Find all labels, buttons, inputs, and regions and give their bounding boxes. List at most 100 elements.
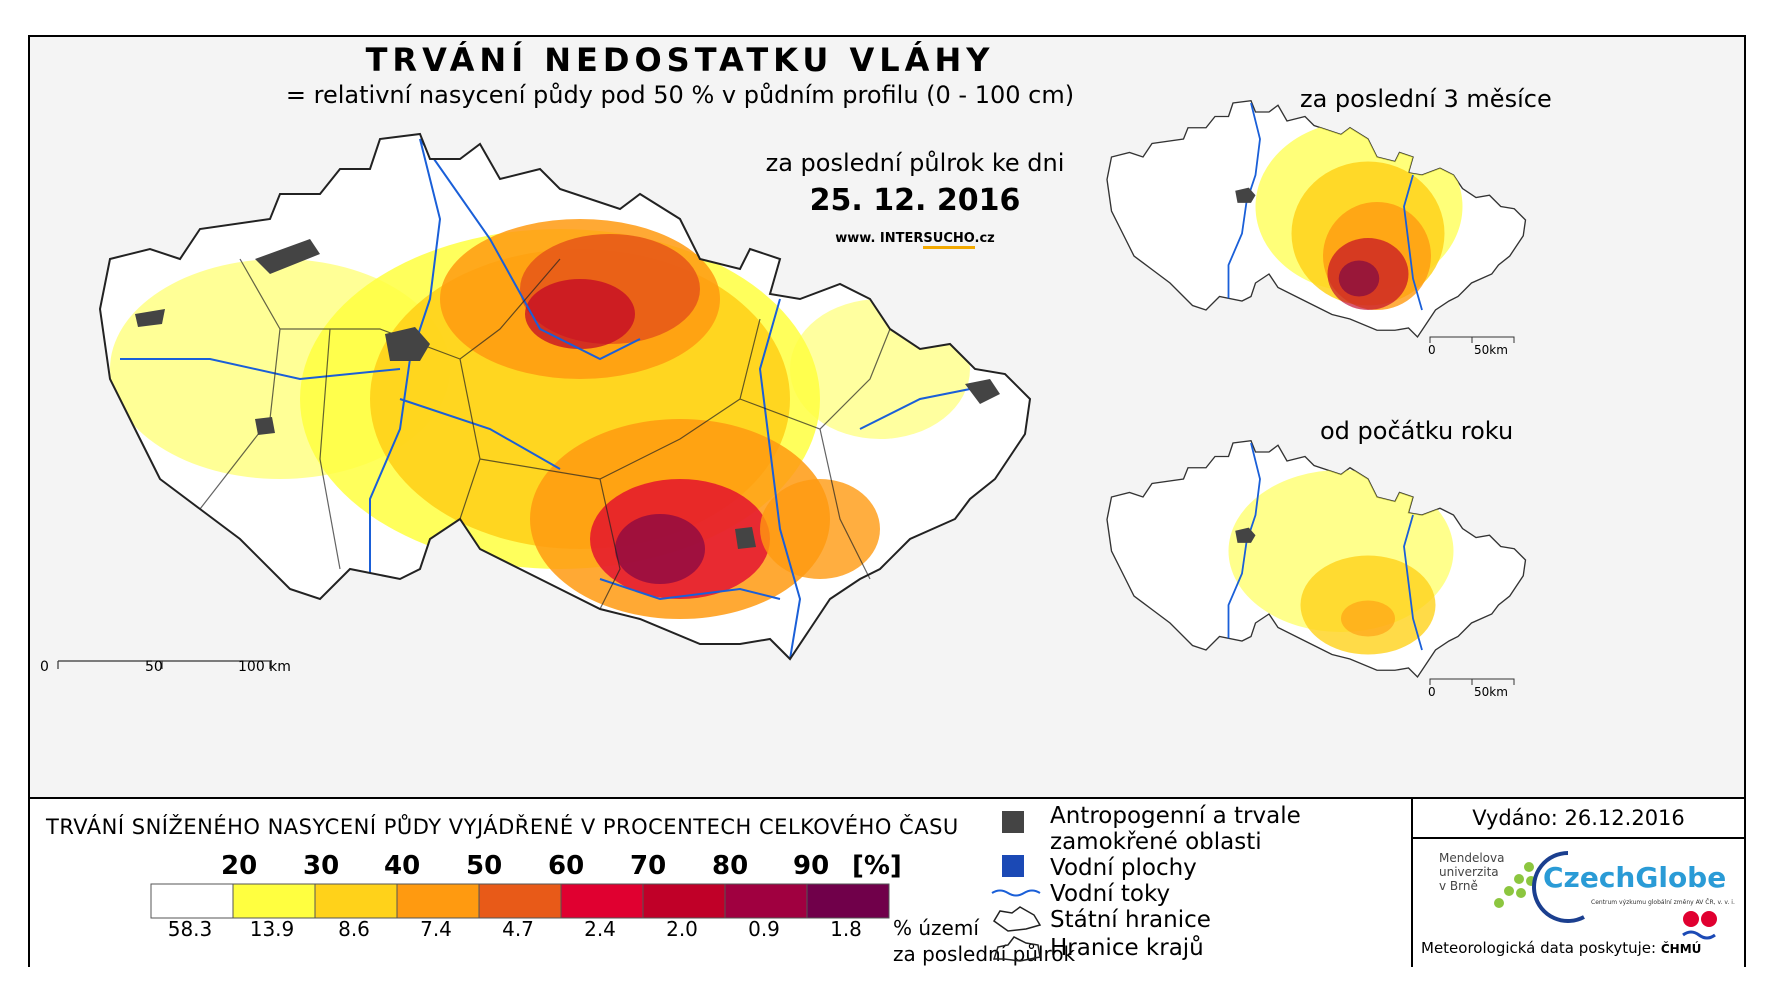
legend-percent-1: 58.3 — [167, 917, 213, 941]
czechglobe-logo: CzechGlobe — [1543, 861, 1727, 894]
drought-zone-dark-south — [615, 514, 705, 584]
region-border-4 — [479, 318, 761, 480]
inset-year-scale-50: 50km — [1474, 685, 1508, 699]
inset-year-drought — [1228, 470, 1454, 655]
chmu-logo-icon — [1682, 911, 1717, 940]
region-border-7 — [819, 428, 871, 580]
legend-color-class-8 — [724, 883, 808, 919]
anthropogenic-prague — [385, 327, 430, 361]
legend-panel: TRVÁNÍ SNÍŽENÉHO NASYCENÍ PŮDY VYJÁDŘENÉ… — [30, 797, 1744, 967]
state-border-icon — [993, 906, 1042, 932]
inset-year-scale — [1429, 678, 1515, 685]
website-suffix: .cz — [974, 231, 995, 246]
legend-color-class-6 — [560, 883, 644, 919]
legend-percent-5: 4.7 — [502, 917, 534, 941]
river-line-icon — [991, 889, 1041, 897]
legend-percent-note-line2: za poslední půlrok — [893, 942, 1076, 966]
inset-3months-scale-line — [1429, 336, 1515, 343]
legend-color-class-2 — [232, 883, 316, 919]
key-water-bodies-label: Vodní plochy — [1050, 855, 1197, 881]
inset-3months-dark — [1338, 260, 1380, 297]
meteo-data-provider: Meteorologická data poskytuje: ČHMÚ — [1421, 939, 1701, 957]
mendel-dot-4 — [1504, 886, 1514, 896]
legend-threshold-30: 30 — [303, 851, 340, 881]
key-anthropogenic-label-1: Antropogenní a trvale — [1050, 803, 1301, 829]
map-date: 25. 12. 2016 — [809, 183, 1021, 218]
mendel-line-2: univerzita — [1439, 865, 1499, 879]
legend-percent-6: 2.4 — [584, 917, 616, 941]
map-area: TRVÁNÍ NEDOSTATKU VLÁHY = relativní nasy… — [30, 37, 1744, 797]
key-region-border-label: Hranice krajů — [1050, 935, 1204, 961]
chmu-dot-1 — [1683, 911, 1699, 927]
legend-threshold-70: 70 — [630, 851, 667, 881]
inset-year-map — [1106, 440, 1527, 678]
main-scale-label-0: 0 — [40, 659, 49, 675]
inset-3months-title: za poslední 3 měsíce — [1300, 85, 1552, 113]
website-link[interactable]: www. INTERSUCHO.cz — [630, 231, 1200, 249]
inset-year-scale-0: 0 — [1428, 685, 1436, 699]
mendel-line-3: v Brně — [1439, 879, 1478, 893]
legend-color-class-3 — [314, 883, 398, 919]
anthropogenic-plzen — [255, 417, 275, 435]
region-border-1 — [199, 258, 281, 510]
legend-threshold-80: 80 — [712, 851, 749, 881]
map-subtitle: = relativní nasycení půdy pod 50 % v půd… — [285, 81, 1075, 109]
anthropogenic-areas — [135, 239, 1000, 549]
legend-color-class-9 — [806, 883, 890, 919]
meteo-label: Meteorologická data poskytuje: — [1421, 939, 1657, 957]
chmu-wave — [1682, 930, 1716, 940]
czechglobe-arc-icon — [1532, 851, 1585, 923]
mendel-university-logo: Mendelova univerzita v Brně — [1439, 851, 1504, 893]
period-label: za poslední půlrok ke dni — [765, 149, 1065, 177]
drought-duration-layer — [110, 219, 970, 619]
website-prefix: www. INTER — [835, 231, 924, 246]
mendel-dot-6 — [1494, 898, 1504, 908]
mendel-line-1: Mendelova — [1439, 851, 1505, 865]
region-borders — [199, 258, 891, 610]
legend-title: TRVÁNÍ SNÍŽENÉHO NASYCENÍ PŮDY VYJÁDŘENÉ… — [46, 815, 959, 839]
drought-zone-orange-east — [760, 479, 880, 579]
key-symbols — [991, 811, 1042, 962]
legend-threshold-40: 40 — [384, 851, 421, 881]
legend-percent-4: 7.4 — [420, 917, 452, 941]
main-scale-bar — [57, 660, 271, 669]
main-scale-line — [57, 660, 271, 669]
legend-color-class-4 — [396, 883, 480, 919]
key-anthropogenic-label-2: zamokřené oblasti — [1050, 829, 1262, 855]
issued-date: Vydáno: 26.12.2016 — [1413, 799, 1744, 839]
region-border-icon — [992, 936, 1041, 962]
river-morava — [758, 298, 802, 659]
website-highlight: SUCHO — [923, 231, 975, 249]
anthropogenic-west — [135, 309, 165, 327]
chmu-dot-2 — [1701, 911, 1717, 927]
inset-3months-scale — [1429, 336, 1515, 343]
legend-threshold-20: 20 — [221, 851, 258, 881]
legend-color-class-1 — [150, 883, 234, 919]
czechglobe-subtitle: Centrum výzkumu globální změny AV ČR, v.… — [1591, 899, 1735, 906]
legend-percent-2: 13.9 — [249, 917, 295, 941]
legend-threshold-60: 60 — [548, 851, 585, 881]
inset-year-title: od počátku roku — [1320, 417, 1514, 445]
legend-percent-note: % území za poslední půlrok — [893, 915, 1075, 967]
inset-year-orange — [1341, 600, 1395, 637]
key-state-border-label: Státní hranice — [1050, 907, 1211, 933]
chmu-label: ČHMÚ — [1660, 942, 1702, 956]
czechglobe-arc — [1532, 851, 1585, 923]
legend-percent-note-line1: % území — [893, 916, 979, 940]
legend-colorbar — [150, 883, 890, 919]
mendel-dot-2 — [1514, 874, 1524, 884]
inset-3months-map — [1106, 100, 1527, 338]
map-frame: TRVÁNÍ NEDOSTATKU VLÁHY = relativní nasy… — [28, 35, 1746, 967]
anthropogenic-swatch-icon — [1002, 811, 1024, 833]
anthropogenic-ostrava — [965, 379, 1000, 404]
mendel-dot-1 — [1524, 862, 1534, 872]
map-title: TRVÁNÍ NEDOSTATKU VLÁHY — [365, 41, 995, 79]
key-rivers-label: Vodní toky — [1050, 881, 1171, 907]
legend-unit: [%] — [852, 851, 902, 881]
drought-zone-red-north — [525, 279, 635, 349]
inset-year-river-2 — [1403, 514, 1423, 651]
region-border-8 — [319, 328, 341, 570]
inset-year-prague — [1235, 527, 1256, 543]
inset-3months-scale-0: 0 — [1428, 343, 1436, 357]
legend-color-class-5 — [478, 883, 562, 919]
